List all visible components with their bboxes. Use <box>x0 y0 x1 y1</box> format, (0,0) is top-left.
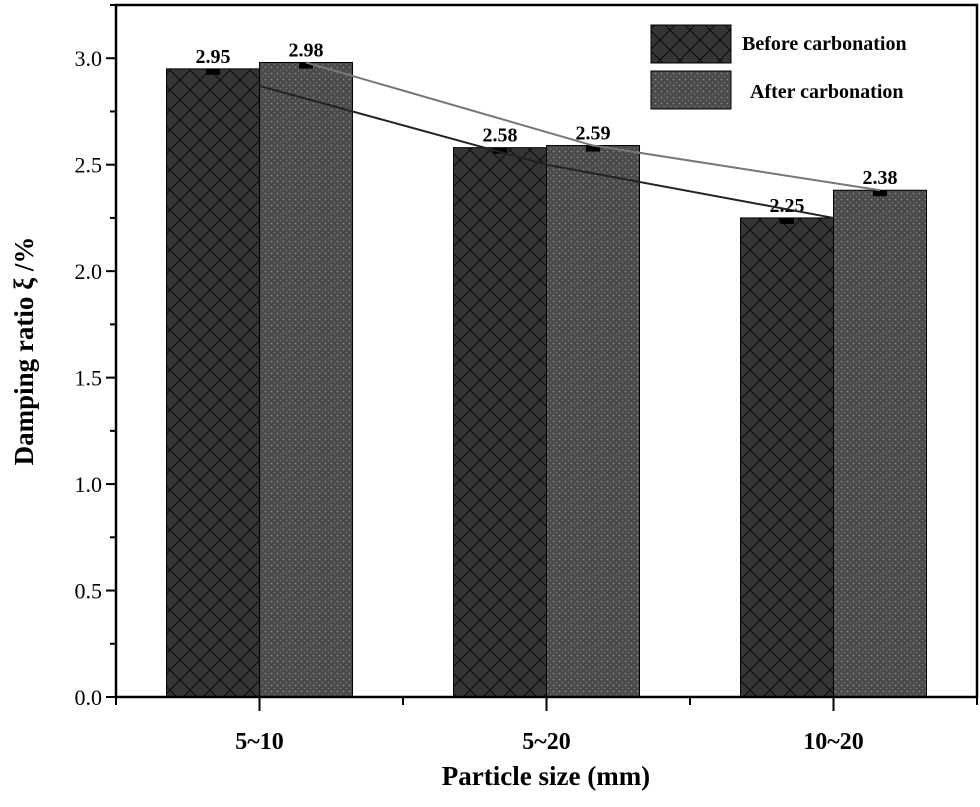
bar-before-2 <box>740 217 834 698</box>
legend-label-after: After carbonation <box>750 81 904 103</box>
data-label: 2.95 <box>196 46 231 68</box>
y-tick-label: 2.5 <box>75 153 103 178</box>
trend-line-after <box>305 61 881 192</box>
bar-after-2 <box>833 189 927 698</box>
bar-after-1 <box>546 145 640 698</box>
y-tick-label: 3.0 <box>75 46 103 71</box>
data-label: 2.98 <box>289 39 324 61</box>
y-tick-label: 0.0 <box>75 685 103 710</box>
x-axis-label: Particle size (mm) <box>442 761 650 791</box>
error-bar <box>873 190 887 197</box>
y-tick-label: 1.0 <box>75 472 103 497</box>
data-label: 2.25 <box>770 195 805 217</box>
x-tick-label: 10~20 <box>803 729 863 755</box>
error-bar <box>780 217 794 224</box>
y-axis-label: Damping ratio ξ /% <box>9 237 39 466</box>
data-label: 2.59 <box>576 123 611 145</box>
legend-label-before: Before carbonation <box>742 33 907 55</box>
bar-before-1 <box>453 147 547 698</box>
error-bar <box>493 147 507 154</box>
y-tick-label: 2.0 <box>75 259 103 284</box>
legend: Before carbonation After carbonation <box>650 24 907 110</box>
data-label: 2.58 <box>483 125 518 147</box>
bar-after-0 <box>259 61 353 698</box>
trend-line-before <box>259 84 834 219</box>
y-tick-label: 1.5 <box>75 366 103 391</box>
x-tick-label: 5~20 <box>522 729 570 755</box>
x-tick-label: 5~10 <box>235 729 283 755</box>
y-tick-label: 0.5 <box>75 579 103 604</box>
data-label: 2.38 <box>863 167 898 189</box>
legend-swatch-before <box>650 24 732 64</box>
error-bar <box>299 62 313 69</box>
error-bar <box>586 145 600 152</box>
bar-before-0 <box>166 68 260 698</box>
error-bar <box>206 68 220 75</box>
legend-swatch-after <box>650 70 732 110</box>
